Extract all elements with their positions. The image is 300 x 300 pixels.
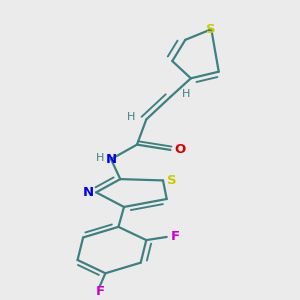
Text: N: N	[82, 186, 94, 199]
Text: H: H	[127, 112, 135, 122]
Text: H: H	[96, 153, 104, 163]
Text: S: S	[206, 23, 216, 36]
Text: N: N	[105, 153, 117, 166]
Text: F: F	[170, 230, 179, 243]
Text: S: S	[167, 174, 177, 187]
Text: H: H	[182, 89, 190, 99]
Text: F: F	[95, 285, 104, 298]
Text: O: O	[174, 143, 185, 156]
